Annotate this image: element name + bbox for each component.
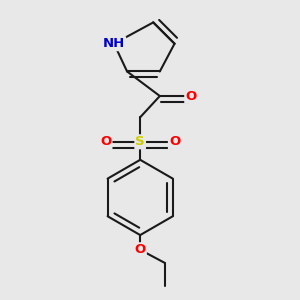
Text: O: O <box>100 135 112 148</box>
Text: O: O <box>135 243 146 256</box>
Text: O: O <box>185 89 197 103</box>
Text: NH: NH <box>103 37 125 50</box>
Text: O: O <box>169 135 180 148</box>
Text: S: S <box>135 135 145 148</box>
